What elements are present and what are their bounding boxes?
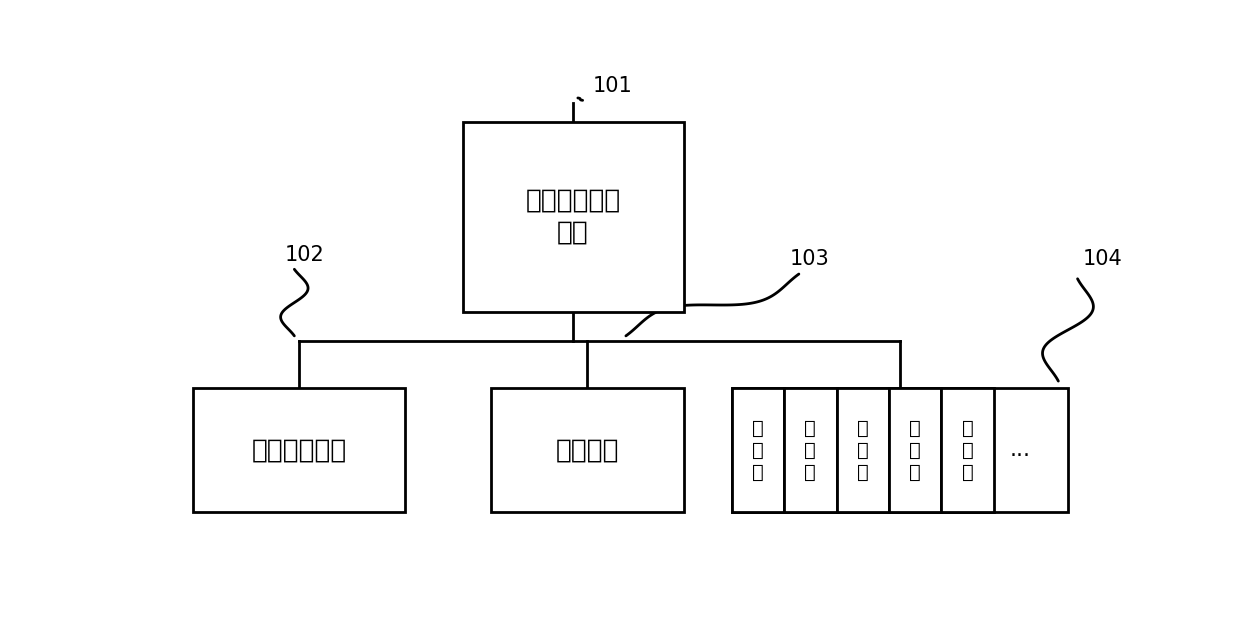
Bar (463, 122, 683, 312)
Bar (889, 388, 941, 512)
Text: 充
电
桩: 充 电 桩 (805, 418, 816, 481)
Text: 充
电
桩: 充 电 桩 (751, 418, 764, 481)
Text: 微电网中央控
制器: 微电网中央控 制器 (526, 188, 621, 246)
Text: 充
电
桩: 充 电 桩 (909, 418, 921, 481)
Bar (193, 388, 404, 512)
Text: ...: ... (1009, 440, 1030, 460)
Text: 101: 101 (593, 75, 632, 96)
Text: 102: 102 (285, 245, 325, 265)
Bar (784, 388, 837, 512)
Bar (732, 388, 1068, 512)
Text: 103: 103 (789, 249, 830, 269)
Bar (941, 388, 994, 512)
Text: 充
电
桩: 充 电 桩 (962, 418, 973, 481)
Bar (732, 388, 784, 512)
Bar (837, 388, 889, 512)
Text: 104: 104 (1083, 249, 1122, 269)
Text: 储能系统: 储能系统 (556, 437, 619, 463)
Bar (491, 388, 683, 512)
Text: 光伏发电装置: 光伏发电装置 (252, 437, 347, 463)
Text: 充
电
桩: 充 电 桩 (857, 418, 869, 481)
